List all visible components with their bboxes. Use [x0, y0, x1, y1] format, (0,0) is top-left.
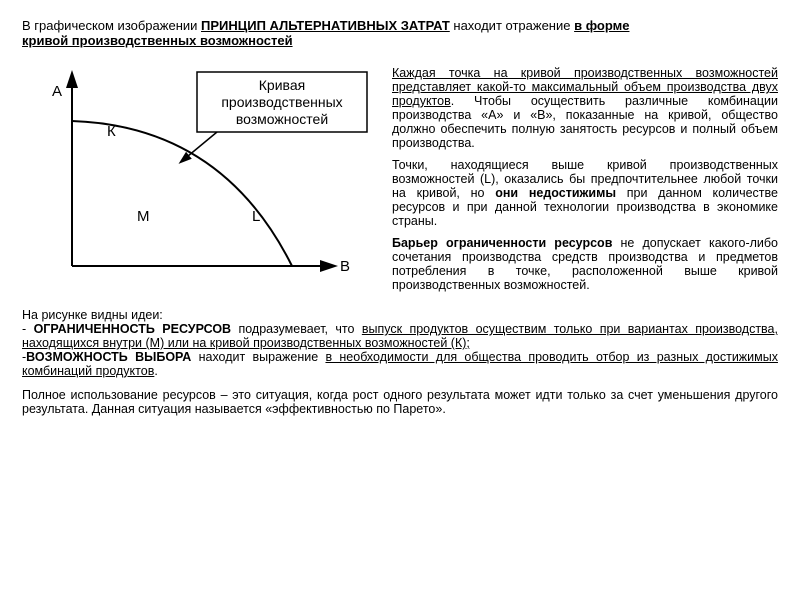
idea-1: - ОГРАНИЧЕННОСТЬ РЕСУРСОВ подразумевает,…: [22, 322, 778, 350]
para3-b1: Барьер ограниченности ресурсов: [392, 236, 612, 250]
idea2-t2: .: [154, 364, 157, 378]
ppf-curve: [72, 121, 292, 266]
right-column: Каждая точка на кривой производственных …: [392, 66, 778, 300]
title: В графическом изображении ПРИНЦИП АЛЬТЕР…: [22, 18, 778, 48]
label-a: А: [52, 83, 62, 100]
idea-2: -ВОЗМОЖНОСТЬ ВЫБОРА находит выражение в …: [22, 350, 778, 378]
idea1-dash: -: [22, 322, 34, 336]
idea2-b: ВОЗМОЖНОСТЬ ВЫБОРА: [26, 350, 191, 364]
para2-b1: они недостижимы: [495, 186, 616, 200]
ideas-header: На рисунке видны идеи:: [22, 308, 778, 322]
label-b: В: [340, 258, 350, 275]
bottom-note: Полное использование ресурсов – это ситу…: [22, 388, 778, 416]
idea1-b: ОГРАНИЧЕННОСТЬ РЕСУРСОВ: [34, 322, 232, 336]
title-prefix: В графическом изображении: [22, 18, 201, 33]
box-text-1: Кривая: [259, 77, 305, 93]
title-suffix1: в форме: [574, 18, 629, 33]
para3: Барьер ограниченности ресурсов не допуск…: [392, 236, 778, 292]
title-mid: находит отражение: [450, 18, 574, 33]
title-main: ПРИНЦИП АЛЬТЕРНАТИВНЫХ ЗАТРАТ: [201, 18, 450, 33]
box-text-2: производственных: [221, 94, 342, 110]
ppf-svg: А В К М L Кривая производственных возмож…: [22, 66, 372, 286]
ppf-diagram: А В К М L Кривая производственных возмож…: [22, 66, 372, 286]
idea1-t1: подразумевает, что: [231, 322, 362, 336]
label-k: К: [107, 123, 116, 140]
para1-rest: . Чтобы осуществить различные комбинации…: [392, 94, 778, 150]
top-block: А В К М L Кривая производственных возмож…: [22, 66, 778, 300]
idea2-t1: находит выражение: [191, 350, 325, 364]
label-l: L: [252, 208, 260, 225]
pointer-arrow: [182, 132, 217, 161]
label-m: М: [137, 208, 150, 225]
para1: Каждая точка на кривой производственных …: [392, 66, 778, 150]
para2: Точки, находящиеся выше кривой производс…: [392, 158, 778, 228]
title-suffix2: кривой производственных возможностей: [22, 33, 293, 48]
box-text-3: возможностей: [236, 111, 328, 127]
